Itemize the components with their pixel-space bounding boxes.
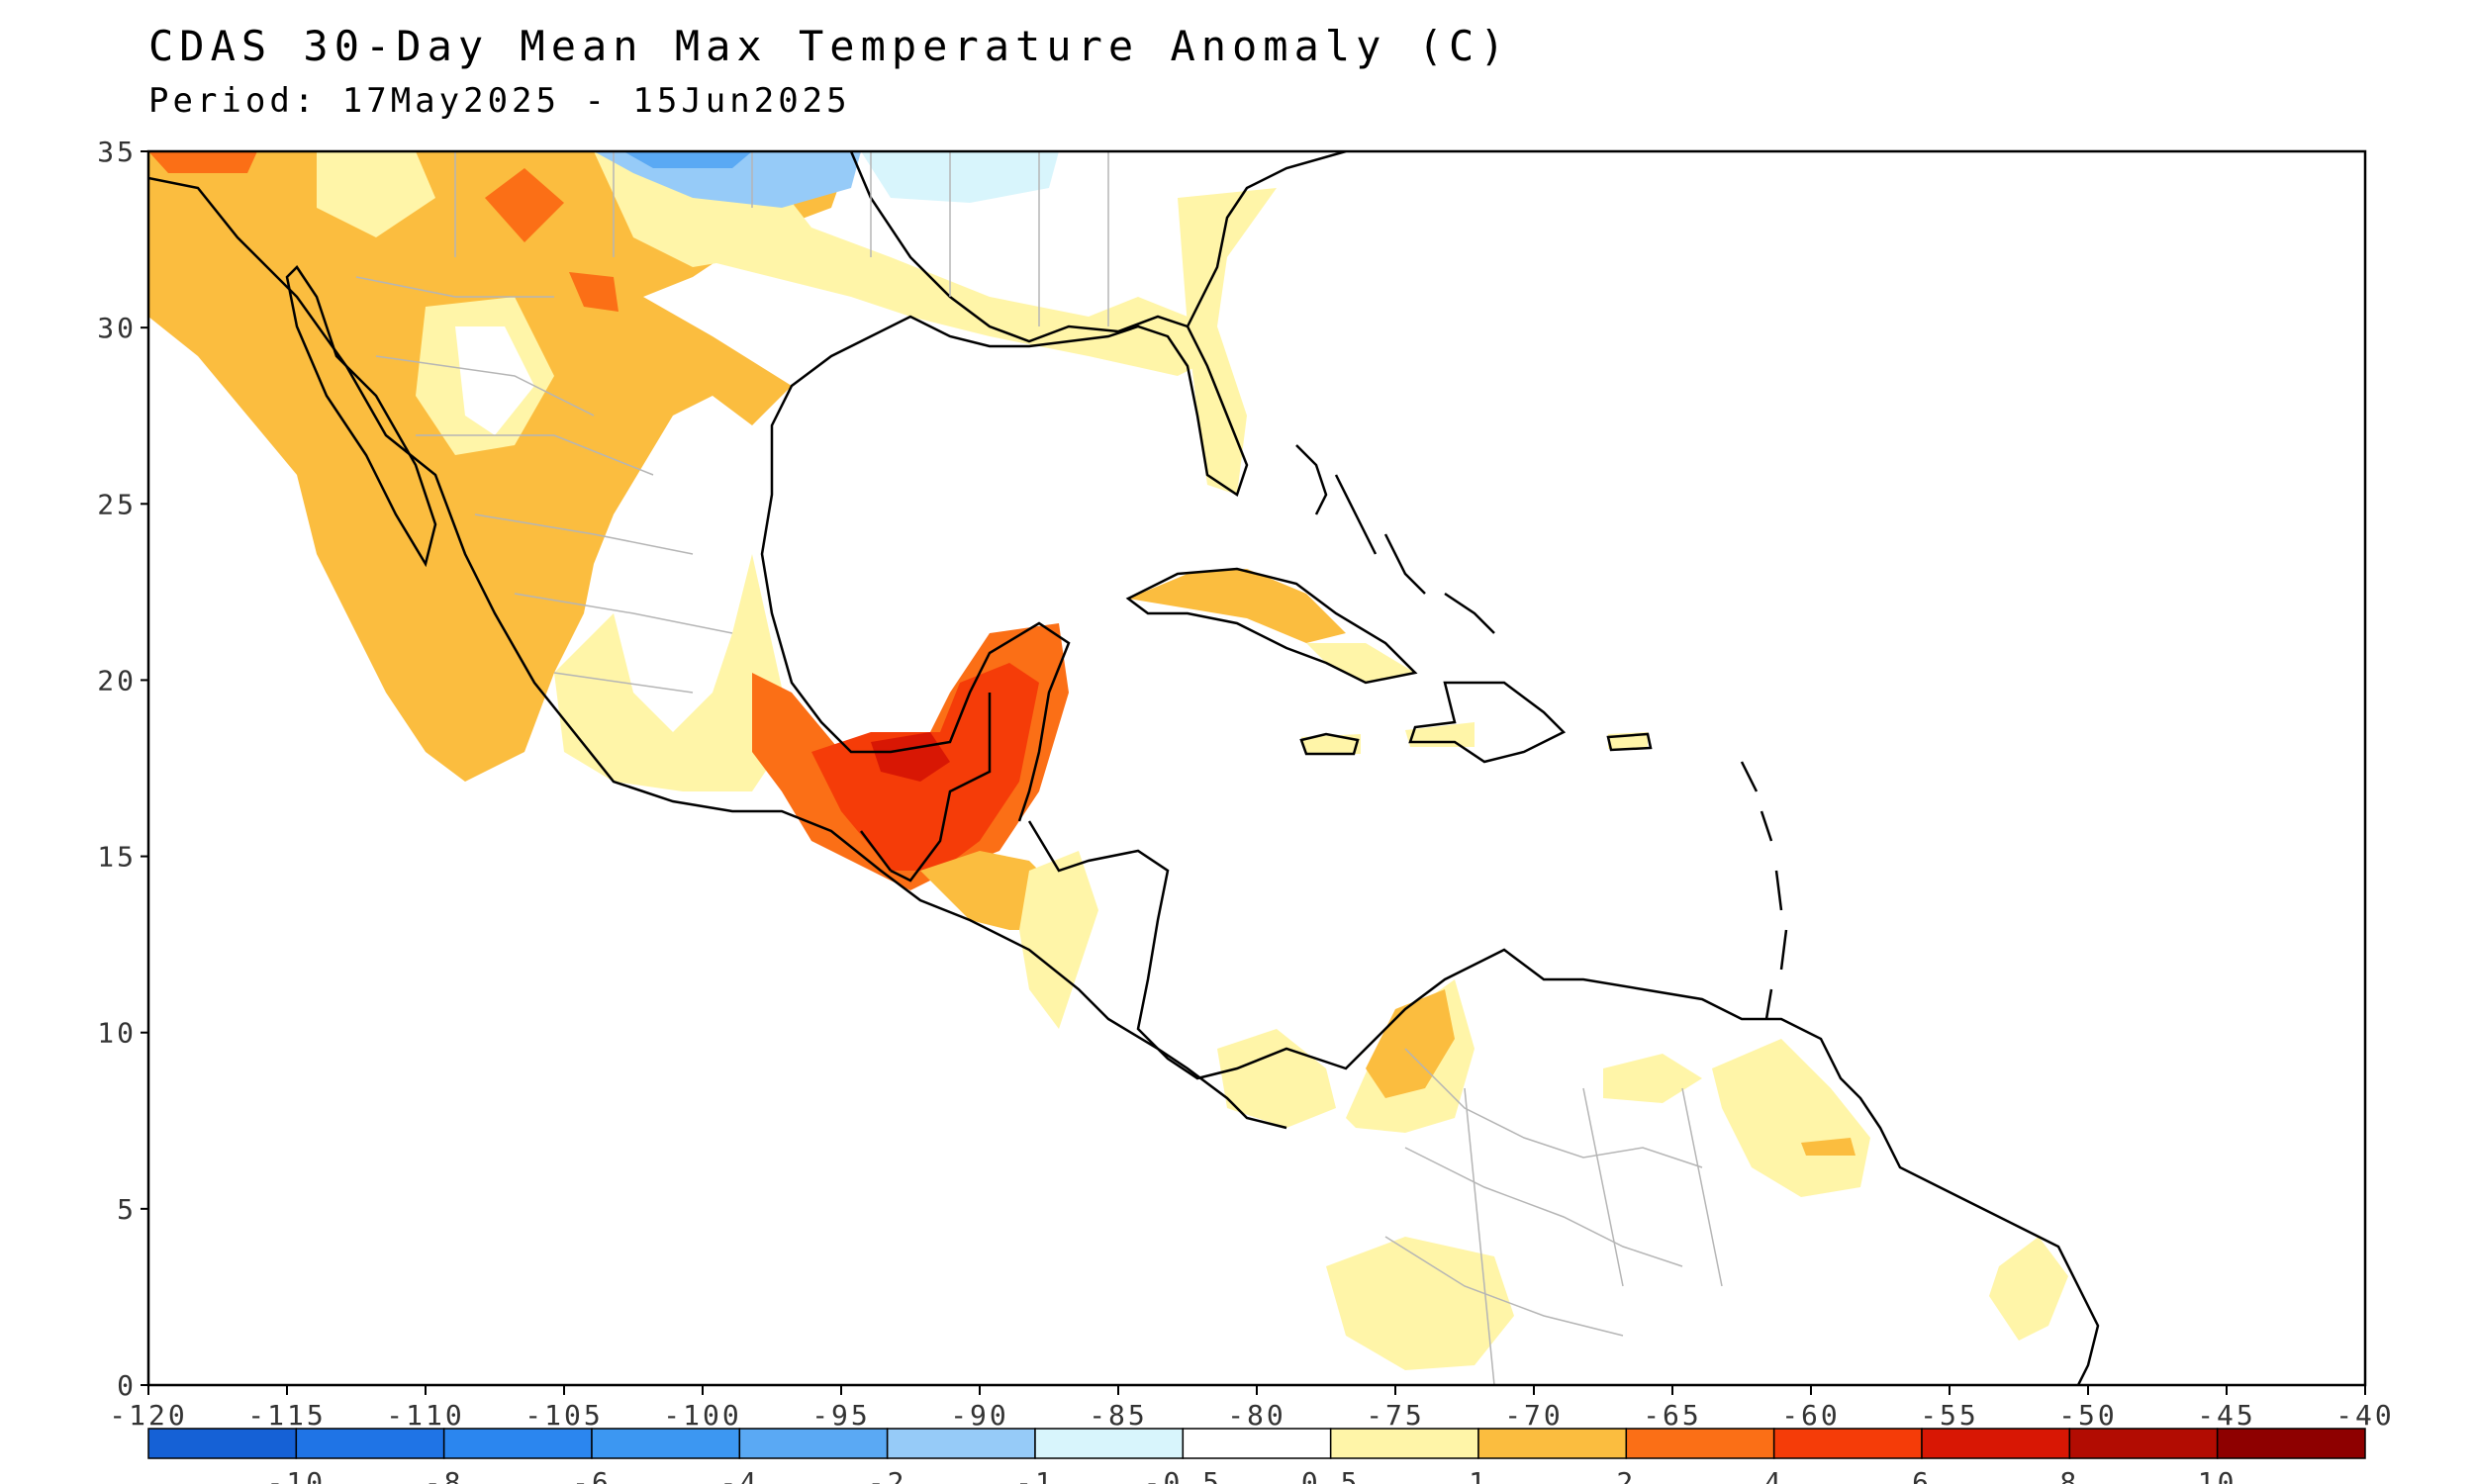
anomaly-region-brazil-coast: [1989, 1237, 2068, 1341]
colorbar-label: 6: [1912, 1466, 1932, 1484]
colorbar-label: -6: [572, 1466, 612, 1484]
lat-tick-label: 35: [97, 136, 137, 168]
lon-tick-label: -120: [109, 1399, 187, 1432]
anomaly-region-deep-orange-3: [148, 151, 257, 173]
anomaly-shading: [148, 151, 2068, 1370]
anomaly-region-central-america-2: [1019, 851, 1098, 1029]
colorbar-swatch: [2068, 1428, 2219, 1459]
lat-tick-label: 0: [117, 1369, 137, 1402]
colorbar-swatch: [1034, 1428, 1185, 1459]
colorbar-swatch: [591, 1428, 741, 1459]
coast-mexico-pacific: [148, 176, 1287, 1130]
anomaly-region-cool-2: [623, 151, 752, 168]
colorbar-label: -0.5: [1144, 1466, 1222, 1484]
lon-tick-label: -85: [1089, 1399, 1148, 1432]
colorbar-swatch: [1477, 1428, 1628, 1459]
coast-caribbean-central-america: [1027, 820, 2100, 1385]
lon-tick-label: -50: [2058, 1399, 2118, 1432]
coast-yucatan-border: [860, 693, 992, 882]
anomaly-region-guyana-orange: [1801, 1138, 1856, 1156]
lat-tick-label: 20: [97, 664, 137, 696]
colorbar-label: -10: [267, 1466, 327, 1484]
lon-tick-label: -80: [1227, 1399, 1286, 1432]
colorbar-label: -8: [425, 1466, 464, 1484]
lon-tick-label: -115: [247, 1399, 326, 1432]
colorbar-swatch: [1182, 1428, 1332, 1459]
colorbar: -10 -8 -6 -4 -2 -1 -0.5 0.5 1 2 4 6 8 10: [147, 1428, 2366, 1484]
coastlines: [148, 151, 2100, 1385]
anomaly-region-colombia-north: [1217, 1029, 1336, 1128]
coast-us-atlantic: [1186, 151, 1347, 327]
anomaly-region-yellow-4: [554, 554, 792, 791]
anomaly-region-guyana: [1712, 1039, 1870, 1197]
map-subtitle: Period: 17May2025 - 15Jun2025: [148, 81, 851, 121]
colorbar-label: -2: [868, 1466, 907, 1484]
lon-tick-label: -110: [386, 1399, 464, 1432]
lat-tick-label: 30: [97, 312, 137, 344]
lat-axis: 0 5 10 15 20 25 30 35: [97, 136, 148, 1402]
coast-puerto-rico: [1606, 732, 1653, 752]
colorbar-swatch: [1625, 1428, 1775, 1459]
anomaly-region-venezuela: [1603, 1054, 1702, 1103]
colorbar-label: 8: [2059, 1466, 2079, 1484]
colorbar-swatch: [738, 1428, 889, 1459]
coast-bahamas: [1295, 444, 1495, 634]
anomaly-region-cuba: [1128, 569, 1346, 643]
coast-baja: [285, 265, 437, 568]
anomaly-region-cuba-east: [1306, 643, 1415, 683]
colorbar-swatch: [147, 1428, 298, 1459]
colorbar-swatch: [442, 1428, 593, 1459]
lon-tick-label: -70: [1504, 1399, 1564, 1432]
anomaly-region-deep-orange-1: [485, 168, 564, 242]
anomaly-region-florida: [1178, 188, 1277, 495]
lat-tick-label: 5: [117, 1193, 137, 1226]
colorbar-swatch: [1329, 1428, 1479, 1459]
coast-us-gulf: [760, 151, 1249, 822]
coast-lesser-antilles: [1740, 761, 1788, 1020]
coast-cuba: [1125, 567, 1418, 685]
coast-jamaica: [1299, 732, 1360, 756]
lat-tick-label: 10: [97, 1017, 137, 1050]
lon-tick-label: -100: [663, 1399, 741, 1432]
lon-tick-label: -45: [2197, 1399, 2256, 1432]
map-title: CDAS 30-Day Mean Max Temperature Anomaly…: [148, 22, 1511, 70]
colorbar-label: 2: [1616, 1466, 1636, 1484]
anomaly-region-colombia-orange: [1366, 989, 1455, 1098]
anomaly-region-mexico-north: [148, 151, 851, 782]
lat-tick-label: 15: [97, 841, 137, 874]
lon-tick-label: -40: [2335, 1399, 2395, 1432]
anomaly-region-colombia-south: [1326, 1237, 1514, 1370]
lon-tick-label: -90: [950, 1399, 1009, 1432]
colorbar-swatch: [1772, 1428, 1923, 1459]
anomaly-region-cool-3: [861, 151, 1059, 203]
lat-tick-label: 25: [97, 488, 137, 520]
colorbar-swatch: [2216, 1428, 2366, 1459]
colorbar-label: 4: [1764, 1466, 1784, 1484]
colorbar-label: 0.5: [1301, 1466, 1361, 1484]
anomaly-region-yellow-1: [317, 151, 435, 237]
lon-tick-label: -95: [811, 1399, 871, 1432]
lon-tick-label: -55: [1920, 1399, 1979, 1432]
lon-axis: -120 -115 -110 -105 -100 -95 -90 -85 -80 -75 -70 -6…: [109, 1385, 2395, 1432]
lon-tick-label: -60: [1781, 1399, 1841, 1432]
anomaly-region-white-1: [455, 326, 534, 435]
state-borders: [355, 151, 1723, 1385]
lon-tick-label: -105: [524, 1399, 603, 1432]
anomaly-region-deep-orange-2: [569, 272, 618, 312]
colorbar-label: 10: [2198, 1466, 2237, 1484]
anomaly-region-white-2: [614, 396, 752, 732]
colorbar-label: 1: [1469, 1466, 1488, 1484]
lon-tick-label: -65: [1643, 1399, 1702, 1432]
coast-hispaniola: [1408, 681, 1567, 764]
lon-tick-label: -75: [1366, 1399, 1425, 1432]
colorbar-swatch: [1921, 1428, 2071, 1459]
colorbar-label: -1: [1015, 1466, 1055, 1484]
colorbar-swatch: [886, 1428, 1036, 1459]
colorbar-label: -4: [719, 1466, 759, 1484]
colorbar-swatch: [295, 1428, 445, 1459]
